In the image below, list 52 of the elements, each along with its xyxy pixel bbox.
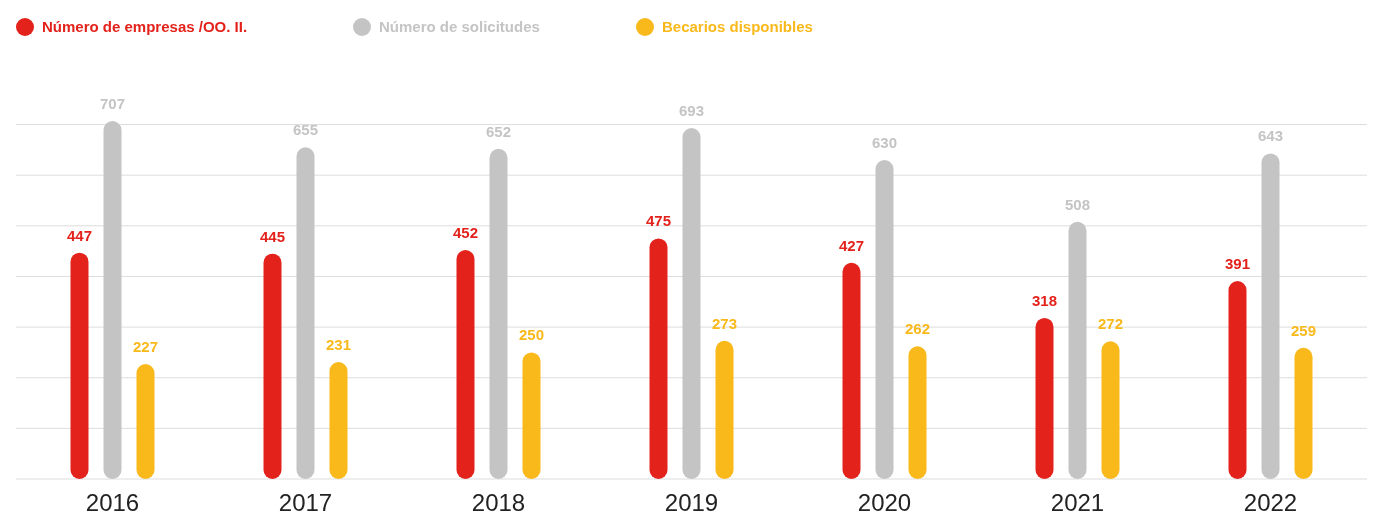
data-label: 318 <box>1031 291 1058 309</box>
x-tick-label: 2018 <box>471 489 526 516</box>
bar <box>1261 153 1280 479</box>
data-label: 508 <box>1064 195 1091 213</box>
data-label: 655 <box>292 121 319 139</box>
legend-label: Becarios disponibles <box>662 18 813 35</box>
bar <box>522 352 541 479</box>
bar <box>682 128 701 479</box>
data-label: 427 <box>838 236 865 254</box>
bar <box>489 148 508 479</box>
data-label: 707 <box>99 95 126 112</box>
x-tick-label: 2019 <box>664 489 719 516</box>
data-label: 231 <box>325 336 352 354</box>
bar <box>715 340 734 479</box>
bar <box>1035 317 1054 479</box>
data-label: 259 <box>1290 321 1317 339</box>
bar <box>842 262 861 479</box>
data-label: 250 <box>518 326 545 344</box>
legend-label: Número de solicitudes <box>379 18 540 35</box>
bar <box>263 253 282 479</box>
bar <box>875 159 894 479</box>
data-label: 262 <box>904 320 931 338</box>
bar <box>456 250 475 479</box>
data-label: 391 <box>1224 255 1251 273</box>
bar <box>1228 281 1247 479</box>
data-label: 452 <box>452 224 479 242</box>
data-label: 227 <box>132 338 159 356</box>
data-label: 272 <box>1097 315 1124 333</box>
bar <box>649 238 668 479</box>
x-tick-label: 2020 <box>857 489 912 516</box>
bar <box>908 346 927 479</box>
bar <box>296 147 315 479</box>
data-label: 447 <box>66 226 93 244</box>
bar <box>103 121 122 479</box>
x-tick-label: 2017 <box>278 489 333 516</box>
data-label: 445 <box>259 227 286 245</box>
data-label: 652 <box>485 122 512 140</box>
bar <box>70 252 89 479</box>
data-label: 475 <box>645 212 672 230</box>
data-label: 693 <box>678 102 705 120</box>
x-tick-label: 2021 <box>1050 489 1105 516</box>
bar <box>329 362 348 479</box>
data-label: 643 <box>1257 127 1284 145</box>
x-tick-label: 2022 <box>1243 489 1298 516</box>
bar <box>1294 347 1313 479</box>
data-label: 630 <box>871 133 898 151</box>
bar <box>1101 341 1120 479</box>
legend-label: Número de empresas /OO. II. <box>42 18 248 35</box>
bar <box>136 364 155 479</box>
bar <box>1068 221 1087 479</box>
data-label: 273 <box>711 314 738 332</box>
x-tick-label: 2016 <box>85 489 140 516</box>
